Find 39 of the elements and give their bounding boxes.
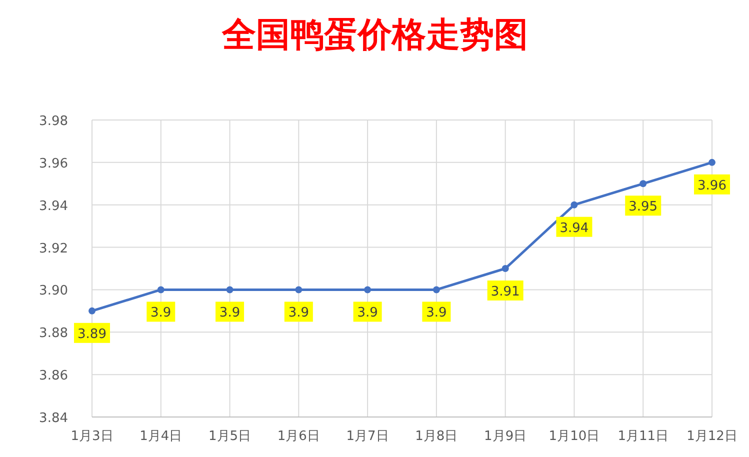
y-tick-label: 3.88	[39, 326, 68, 342]
x-tick-label: 1月11日	[618, 429, 669, 444]
title: 全国鸭蛋价格走势图	[222, 15, 528, 55]
x-tick-label: 1月3日	[70, 429, 114, 444]
y-tick-label: 3.90	[39, 284, 68, 299]
y-tick-label: 3.98	[39, 114, 68, 129]
y-tick-label: 3.84	[39, 411, 68, 426]
data-label: 3.9	[150, 306, 172, 321]
point	[708, 158, 716, 166]
x-tick-label: 1月7日	[346, 429, 389, 444]
point	[432, 286, 440, 294]
data-label: 3.9	[288, 306, 310, 321]
y-tick-label: 3.92	[39, 241, 68, 256]
x-tick-label: 1月10日	[548, 429, 600, 444]
x-tick-label: 1月6日	[277, 429, 320, 444]
point	[570, 201, 578, 208]
data-label: 3.91	[490, 284, 520, 300]
point	[157, 286, 164, 294]
data-label: 3.9	[357, 306, 378, 321]
data-label: 3.9	[426, 306, 447, 321]
x-tick-label: 1月4日	[140, 429, 182, 444]
point	[295, 286, 302, 294]
y-tick-label: 3.94	[39, 198, 68, 214]
data-label: 3.94	[560, 220, 589, 236]
point	[364, 286, 372, 294]
point	[226, 286, 234, 294]
data-label: 3.96	[698, 178, 726, 194]
x-tick-label: 1月12日	[686, 429, 738, 444]
y-tick-label: 3.86	[39, 368, 68, 384]
x-tick-label: 1月9日	[484, 429, 527, 444]
x-tick-label: 1月5日	[208, 429, 252, 444]
data-label: 3.95	[628, 200, 658, 215]
y-tick-label: 3.96	[39, 156, 68, 172]
point	[88, 307, 96, 314]
x-tick-label: 1月8日	[415, 429, 458, 444]
point	[502, 265, 509, 272]
data-label: 3.9	[219, 306, 240, 321]
data-label: 3.89	[78, 326, 106, 342]
point	[640, 180, 647, 188]
